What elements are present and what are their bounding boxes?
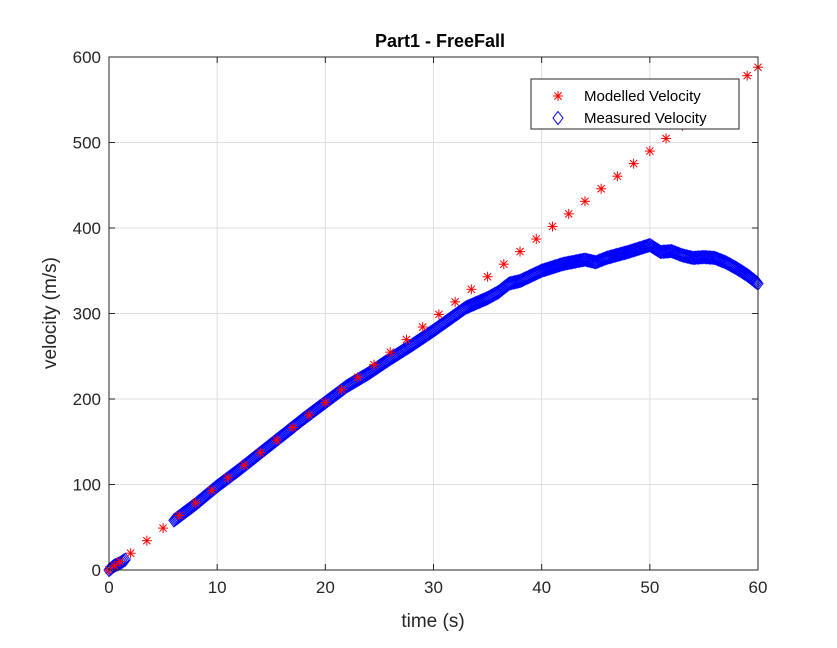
measured-velocity-point [639,239,651,255]
y-tick-label: 600 [73,48,101,67]
modelled-velocity-point [547,221,558,232]
measured-velocity-series [103,237,764,578]
chart-title: Part1 - FreeFall [375,31,505,51]
grid-layer [109,57,758,570]
x-tick-label: 20 [316,578,335,597]
measured-velocity-point [612,247,624,263]
legend-box [530,78,740,130]
modelled-velocity-point [255,447,266,458]
modelled-velocity-point [239,460,250,471]
measured-velocity-point [608,248,620,264]
x-tick-label: 30 [424,578,443,597]
legend-modelled-label: Modelled Velocity [584,88,701,105]
measured-velocity-point [604,249,617,265]
modelled-velocity-point [401,334,412,345]
modelled-velocity-point [206,485,217,496]
measured-velocity-point [118,553,130,568]
measured-velocity-point [606,249,618,264]
y-tick-label: 500 [73,134,101,153]
modelled-velocity-point [114,556,125,567]
legend-asterisk-icon [553,91,563,101]
modelled-velocity-point [644,146,655,157]
measured-velocity-point [600,250,613,266]
measured-velocity-point [603,249,615,265]
y-tick-label: 300 [73,305,101,324]
y-tick-label: 400 [73,219,101,238]
legend: Modelled Velocity Measured Velocity [530,78,740,130]
measured-velocity-point [611,247,623,263]
legend-diamond-icon [552,110,564,126]
modelled-velocity-point [158,523,169,534]
modelled-velocity-point [222,472,233,483]
x-tick-label: 10 [208,578,227,597]
modelled-velocity-point [466,284,477,295]
measured-velocity-point [703,250,715,265]
modelled-velocity-point [579,196,590,207]
x-tick-label: 0 [104,578,113,597]
measured-velocity-point [614,246,627,262]
modelled-velocity-point [336,384,347,395]
modelled-velocity-point [628,158,639,169]
modelled-velocity-point [174,510,185,521]
modelled-velocity-point [190,497,201,508]
measured-velocity-point [616,246,628,262]
modelled-velocity-point [271,435,282,446]
modelled-velocity-point [369,359,380,370]
series-layer [103,62,764,578]
y-axis-label: velocity (m/s) [40,257,61,369]
measured-velocity-point [602,250,614,265]
measured-velocity-point [661,244,674,259]
modelled-velocity-point [450,296,461,307]
measured-velocity-point [572,253,584,269]
legend-measured-marker [552,110,564,126]
modelled-velocity-point [596,183,607,194]
modelled-velocity-point [531,234,542,245]
x-tick-label: 40 [532,578,551,597]
x-tick-label: 60 [749,578,768,597]
measured-velocity-point [609,248,622,263]
measured-velocity-point [119,552,131,568]
modelled-velocity-point [141,535,152,546]
modelled-velocity-point [612,171,623,182]
modelled-velocity-point [498,259,509,270]
measured-velocity-point [613,247,625,262]
modelled-velocity-point [125,548,136,559]
modelled-velocity-point [482,271,493,282]
modelled-velocity-point [320,397,331,408]
y-tick-label: 200 [73,390,101,409]
y-tick-label: 0 [92,561,101,580]
modelled-velocity-point [742,70,753,81]
modelled-velocity-point [287,422,298,433]
measured-velocity-point [617,246,629,261]
y-tick-label: 100 [73,476,101,495]
modelled-velocity-point [109,560,120,571]
measured-velocity-point [577,252,590,268]
modelled-velocity-point [563,208,574,219]
modelled-velocity-point [352,372,363,383]
modelled-velocity-point [385,347,396,358]
legend-modelled-marker [553,91,563,101]
legend-measured-label: Measured Velocity [584,110,707,127]
x-tick-label: 50 [640,578,659,597]
measured-velocity-point [116,554,129,569]
modelled-velocity-point [417,322,428,333]
measured-velocity-point [607,248,619,264]
modelled-velocity-point [515,246,526,257]
modelled-velocity-point [661,133,672,144]
modelled-velocity-point [304,409,315,420]
x-axis-label: time (s) [401,611,464,632]
modelled-velocity-point [433,309,444,320]
